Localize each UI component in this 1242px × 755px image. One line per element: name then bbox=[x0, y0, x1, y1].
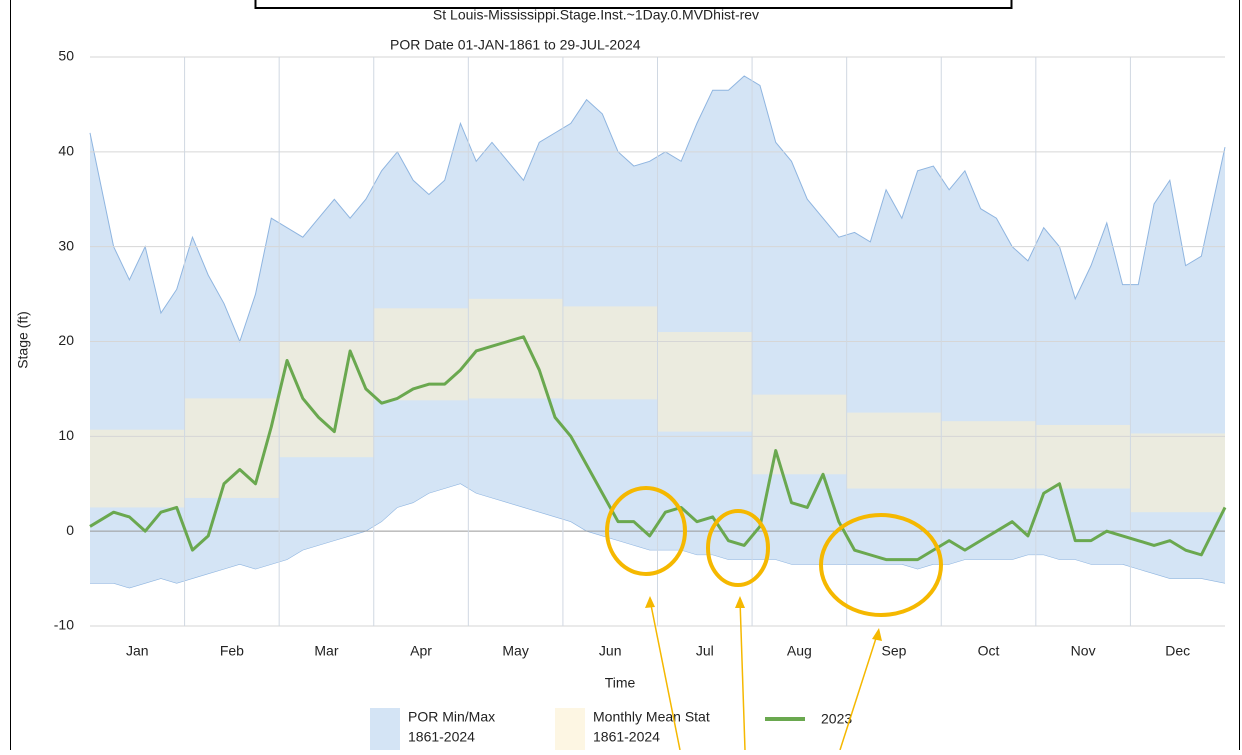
x-axis-title: Time bbox=[605, 675, 636, 691]
highlight-circle bbox=[605, 486, 687, 576]
series-line bbox=[89, 335, 1227, 562]
arrow-head bbox=[645, 596, 655, 608]
legend-label: 2023 bbox=[821, 711, 852, 727]
monthly-mean-band bbox=[562, 306, 658, 400]
highlight-circle bbox=[706, 509, 770, 587]
legend-label: Monthly Mean Stat bbox=[593, 709, 710, 725]
legend-swatch bbox=[370, 708, 400, 750]
y-tick-label: 40 bbox=[58, 143, 74, 159]
x-tick-label: Nov bbox=[1071, 643, 1096, 659]
legend-swatch bbox=[555, 708, 585, 750]
monthly-mean-band bbox=[90, 429, 185, 508]
monthly-mean-band bbox=[1130, 433, 1225, 513]
annotations bbox=[605, 486, 943, 751]
x-tick-label: May bbox=[502, 643, 528, 659]
x-tick-label: Aug bbox=[787, 643, 812, 659]
x-tick-label: Dec bbox=[1165, 643, 1190, 659]
chart-subtitle: POR Date 01-JAN-1861 to 29-JUL-2024 bbox=[390, 37, 641, 53]
legend-label: POR Min/Max bbox=[408, 709, 495, 725]
y-tick-label: 20 bbox=[58, 332, 74, 348]
monthly-mean-band bbox=[1035, 424, 1131, 489]
highlight-circle bbox=[819, 513, 943, 617]
y-tick-label: 0 bbox=[66, 522, 74, 538]
x-tick-label: Oct bbox=[978, 643, 1000, 659]
arrow bbox=[649, 599, 681, 751]
x-tick-label: Jun bbox=[599, 643, 622, 659]
x-tick-label: Sep bbox=[881, 643, 906, 659]
y-tick-label: -10 bbox=[54, 617, 74, 633]
x-tick-label: Jan bbox=[126, 643, 149, 659]
arrow-head bbox=[735, 596, 745, 608]
arrow bbox=[839, 631, 879, 751]
x-tick-label: Feb bbox=[220, 643, 244, 659]
chart-title: St Louis-Mississippi.Stage.Inst.~1Day.0.… bbox=[433, 7, 759, 23]
monthly-mean-band bbox=[846, 412, 942, 489]
x-tick-label: Jul bbox=[696, 643, 714, 659]
arrow-head bbox=[872, 628, 882, 641]
legend-period: 1861-2024 bbox=[593, 729, 660, 745]
top-box bbox=[254, 0, 1013, 9]
monthly-mean-band bbox=[279, 341, 374, 458]
y-axis-title: Stage (ft) bbox=[15, 311, 31, 369]
y-tick-label: 30 bbox=[58, 237, 74, 253]
monthly-mean-band bbox=[373, 308, 469, 401]
monthly-mean-band bbox=[941, 421, 1036, 489]
y-tick-label: 10 bbox=[58, 427, 74, 443]
legend-period: 1861-2024 bbox=[408, 729, 475, 745]
x-tick-label: Apr bbox=[410, 643, 432, 659]
y-tick-label: 50 bbox=[58, 48, 74, 64]
arrow bbox=[739, 599, 746, 751]
x-tick-label: Mar bbox=[314, 643, 338, 659]
plot-area: -10 0 10 20 30 40 50 Jan Feb Mar Apr May Jun Jul Aug Se… bbox=[54, 48, 1227, 659]
monthly-mean-band bbox=[184, 398, 280, 498]
monthly-mean-band bbox=[657, 332, 753, 432]
monthly-mean-band bbox=[752, 394, 847, 475]
